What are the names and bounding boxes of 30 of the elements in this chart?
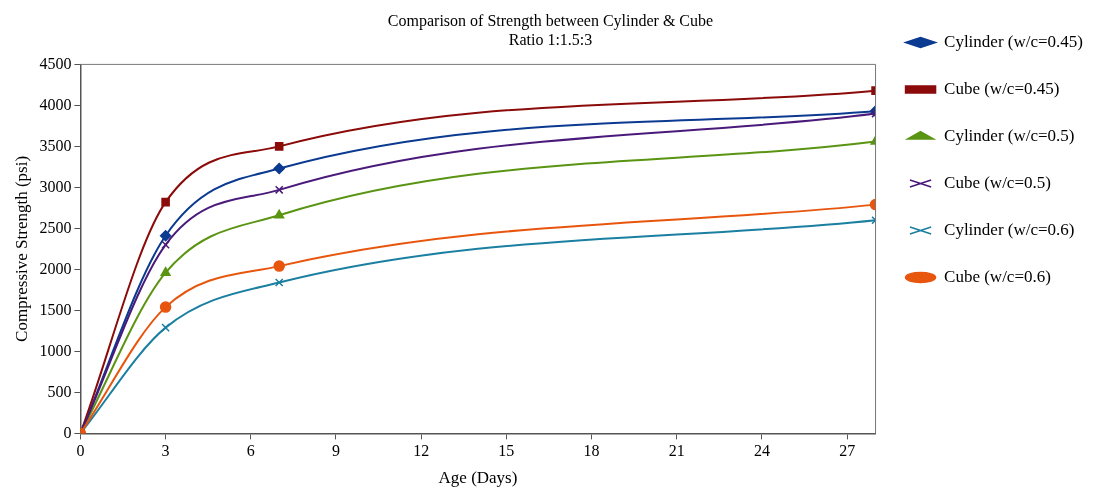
x-tick-label: 9 [331, 442, 340, 460]
x-axis-title: Age (Days) [438, 468, 518, 488]
x-tick-label: 18 [583, 442, 600, 460]
x-tick-label: 6 [246, 442, 255, 460]
legend-label: Cube (w/c=0.6) [944, 266, 1051, 286]
y-tick-label: 3500 [39, 136, 72, 154]
y-axis-title: Compressive Strength (psi) [11, 155, 31, 342]
x-tick-label: 3 [161, 442, 170, 460]
y-tick-label: 1000 [39, 341, 72, 359]
x-tick-label: 0 [76, 442, 85, 460]
y-tick-label: 2000 [39, 259, 72, 277]
y-tick-label: 0 [63, 423, 72, 441]
chart-title: Comparison of Strength between Cylinder & Cube [387, 11, 714, 30]
legend-label: Cylinder (w/c=0.45) [944, 31, 1084, 51]
x-tick-label: 24 [753, 442, 770, 460]
x-tick-label: 12 [413, 442, 430, 460]
legend-label: Cylinder (w/c=0.6) [944, 219, 1075, 239]
y-tick-label: 3000 [39, 177, 72, 195]
y-tick-label: 2500 [39, 218, 72, 236]
chart-subtitle: Ratio 1:1.5:3 [508, 31, 593, 48]
legend-label: Cylinder (w/c=0.5) [944, 125, 1075, 145]
y-tick-label: 4000 [39, 95, 72, 113]
y-tick-label: 4500 [39, 54, 72, 72]
legend-label: Cube (w/c=0.45) [944, 78, 1060, 98]
y-tick-label: 1500 [39, 300, 72, 318]
x-tick-label: 27 [839, 442, 856, 460]
y-tick-label: 500 [47, 382, 72, 400]
x-tick-label: 15 [498, 442, 515, 460]
x-tick-label: 21 [668, 442, 685, 460]
legend-label: Cube (w/c=0.5) [944, 172, 1051, 192]
